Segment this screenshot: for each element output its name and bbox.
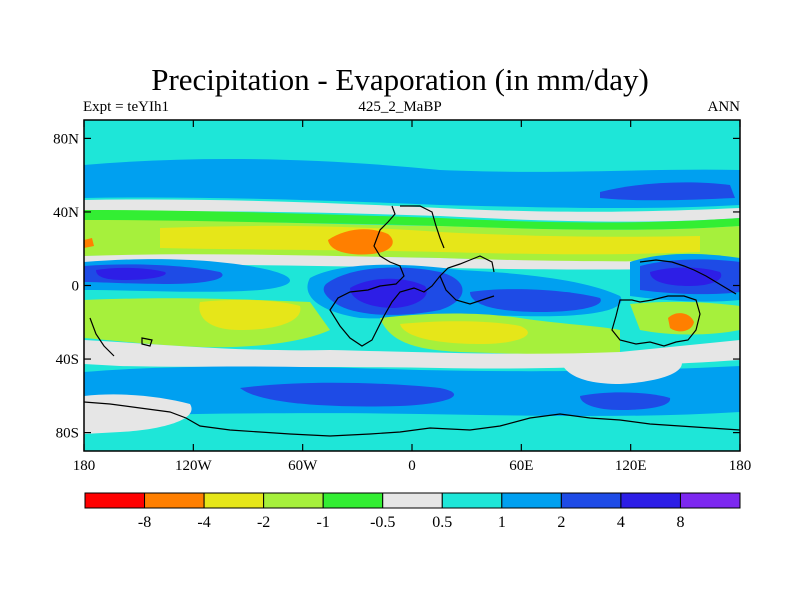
coastline-europe [400, 205, 445, 249]
x-tick-label: 180 [729, 458, 752, 474]
y-tick-label: 0 [72, 279, 80, 295]
axis-labels: 180 120W 60W 0 60E 120E 180 80N 40N 0 40S 80S [53, 131, 751, 474]
colorbar [84, 492, 741, 509]
coastline-antarctica [84, 401, 740, 437]
colorbar-label: -2 [257, 514, 270, 531]
north-atlantic-dry-core [328, 229, 393, 255]
colorbar-swatch [679, 492, 741, 509]
coastline-america-africa [329, 205, 495, 347]
southern-indian-core [580, 392, 671, 410]
colorbar-label: -4 [197, 514, 210, 531]
experiment-label: Expt = teYIh1 [83, 99, 169, 115]
north-storm-track [84, 158, 740, 209]
x-tick-label: 120W [175, 458, 213, 474]
colorbar-swatch [560, 492, 622, 509]
colorbar-label: 0.5 [432, 514, 452, 531]
colorbar-label: -0.5 [370, 514, 395, 531]
itcz-light [84, 254, 740, 270]
contour-field [84, 120, 740, 451]
colorbar-label: -1 [317, 514, 330, 531]
antarctic-land-light [560, 353, 682, 384]
colorbar-swatch [441, 492, 503, 509]
equatorial-africa-wet [470, 289, 601, 312]
colorbar-swatch [263, 492, 324, 509]
colorbar-label: -8 [138, 514, 151, 531]
colorbar-swatch [322, 492, 384, 509]
y-tick-label: 80N [53, 131, 79, 147]
y-tick-label: 40N [53, 205, 79, 221]
south-pacific-yellow [199, 299, 301, 330]
map-title: Precipitation - Evaporation (in mm/day) [151, 62, 649, 97]
x-tick-label: 60W [288, 458, 318, 474]
coastlines [84, 205, 740, 437]
axis-ticks [83, 120, 741, 451]
equatorial-america-peak [350, 278, 427, 308]
equatorial-pacific-peak [96, 267, 166, 280]
band-40n-green [84, 210, 740, 230]
coastline-africa-south [439, 275, 495, 305]
x-tick-label: 60E [509, 458, 533, 474]
coastline-south-america [89, 317, 115, 357]
x-tick-label: 120E [615, 458, 647, 474]
colorbar-swatch [620, 492, 681, 509]
southern-ocean-core [240, 382, 455, 407]
y-tick-label: 40S [56, 352, 79, 368]
colorbar-label: 8 [676, 514, 684, 531]
north-pacific-wet [600, 182, 735, 201]
south-atlantic-yellow [400, 321, 528, 344]
band-40n-light [84, 199, 740, 222]
colorbar-swatch [501, 492, 562, 509]
colorbar-label: 2 [557, 514, 565, 531]
period-label: 425_2_MaBP [358, 99, 442, 115]
x-tick-label: 0 [408, 458, 416, 474]
y-tick-label: 80S [56, 426, 79, 442]
season-label: ANN [707, 99, 741, 115]
colorbar-label: 1 [498, 514, 506, 531]
colorbar-swatch [84, 492, 146, 509]
colorbar-swatch [382, 492, 443, 509]
coastline-australia [611, 295, 701, 347]
colorbar-swatch [144, 492, 205, 509]
equatorial-asia-peak [650, 267, 722, 286]
coastline-asia [639, 259, 737, 295]
x-tick-label: 180 [73, 458, 96, 474]
coastline-island [141, 337, 153, 347]
colorbar-swatch [203, 492, 265, 509]
colorbar-labels: -8 -4 -2 -1 -0.5 0.5 1 2 4 8 [138, 514, 685, 531]
north-subtropics-yellow [160, 225, 700, 255]
south-indian-dry-core [668, 313, 694, 332]
dry-core-east [84, 238, 94, 248]
colorbar-label: 4 [617, 514, 625, 531]
